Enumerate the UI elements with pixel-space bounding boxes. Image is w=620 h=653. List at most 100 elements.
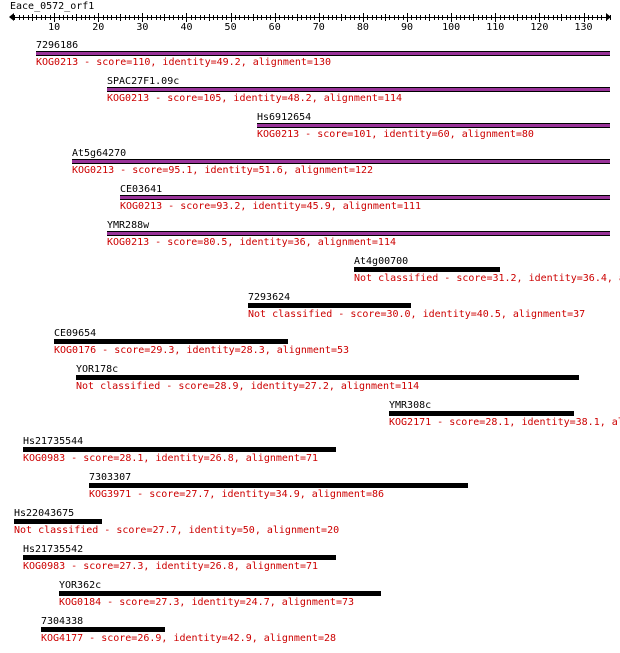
hit-name[interactable]: CE03641 xyxy=(120,184,163,195)
hit-bar[interactable] xyxy=(257,123,610,128)
axis-tick xyxy=(67,15,68,20)
hit-bar[interactable] xyxy=(107,231,610,236)
hit-name[interactable]: YOR178c xyxy=(76,364,119,375)
axis-tick xyxy=(478,15,479,20)
hit-name[interactable]: Hs21735542 xyxy=(23,544,84,555)
axis-tick-label: 10 xyxy=(48,22,61,33)
axis-tick xyxy=(209,14,210,21)
axis-tick xyxy=(469,15,470,20)
hit-name[interactable]: Hs21735544 xyxy=(23,436,84,447)
axis-tick xyxy=(592,15,593,20)
hit-name[interactable]: YOR362c xyxy=(59,580,102,591)
hit-description: Not classified - score=27.7, identity=50… xyxy=(14,525,340,536)
axis-tick xyxy=(473,14,474,21)
axis-tick xyxy=(328,15,329,20)
axis-tick xyxy=(570,15,571,20)
axis-tick xyxy=(226,15,227,20)
hit-description: KOG0213 - score=105, identity=48.2, alig… xyxy=(107,93,403,104)
hit-bar-fill xyxy=(36,52,610,55)
hit-bar[interactable] xyxy=(120,195,610,200)
hit-name[interactable]: YMR288w xyxy=(107,220,150,231)
axis-tick xyxy=(363,13,364,22)
hit-bar[interactable] xyxy=(107,87,610,92)
axis-tick xyxy=(336,15,337,20)
axis-tick-label: 120 xyxy=(530,22,549,33)
hit-bar[interactable] xyxy=(89,483,468,488)
hit-name[interactable]: 7296186 xyxy=(36,40,79,51)
axis-tick xyxy=(566,15,567,20)
hit-name[interactable]: YMR308c xyxy=(389,400,432,411)
hit-bar-fill xyxy=(107,88,610,91)
axis-tick xyxy=(41,15,42,20)
hit-name[interactable]: CE09654 xyxy=(54,328,97,339)
hit-bar[interactable] xyxy=(354,267,500,272)
hit-name[interactable]: Hs22043675 xyxy=(14,508,75,519)
axis-tick xyxy=(32,14,33,21)
axis-tick xyxy=(116,15,117,20)
hit-bar[interactable] xyxy=(59,591,381,596)
hit-name[interactable]: SPAC27F1.09c xyxy=(107,76,180,87)
hit-bar[interactable] xyxy=(389,411,574,416)
axis-tick-label: 130 xyxy=(574,22,593,33)
axis-tick xyxy=(59,15,60,20)
axis-tick xyxy=(173,15,174,20)
axis-tick xyxy=(147,15,148,20)
axis-tick xyxy=(535,15,536,20)
axis-tick xyxy=(191,15,192,20)
axis-tick xyxy=(376,15,377,20)
hit-bar[interactable] xyxy=(54,339,288,344)
hit-bar-fill xyxy=(257,124,610,127)
axis-tick xyxy=(341,14,342,21)
hit-name[interactable]: 7304338 xyxy=(41,616,84,627)
hit-bar[interactable] xyxy=(36,51,610,56)
axis-tick xyxy=(451,13,452,22)
hit-name[interactable]: 7293624 xyxy=(248,292,291,303)
axis-tick xyxy=(420,15,421,20)
axis-tick xyxy=(553,15,554,20)
axis-tick xyxy=(14,15,15,20)
axis-tick xyxy=(509,15,510,20)
axis-tick xyxy=(142,13,143,22)
axis-tick xyxy=(160,15,161,20)
hit-bar[interactable] xyxy=(23,555,336,560)
hit-bar[interactable] xyxy=(14,519,102,524)
hit-description: KOG0983 - score=28.1, identity=26.8, ali… xyxy=(23,453,319,464)
hit-description: KOG0184 - score=27.3, identity=24.7, ali… xyxy=(59,597,355,608)
axis-tick xyxy=(548,15,549,20)
axis-tick xyxy=(500,15,501,20)
axis-tick xyxy=(442,15,443,20)
axis-tick xyxy=(306,15,307,20)
axis-tick xyxy=(270,15,271,20)
axis-tick xyxy=(111,15,112,20)
hit-bar[interactable] xyxy=(72,159,610,164)
hit-description: Not classified - score=31.2, identity=36… xyxy=(354,273,620,284)
axis-tick xyxy=(429,14,430,21)
hit-bar[interactable] xyxy=(248,303,411,308)
hit-description: KOG0213 - score=93.2, identity=45.9, ali… xyxy=(120,201,422,212)
axis-arrow-right xyxy=(606,13,611,21)
axis-tick-label: 80 xyxy=(356,22,369,33)
hit-description: KOG0213 - score=80.5, identity=36, align… xyxy=(107,237,396,248)
axis-tick xyxy=(72,15,73,20)
hit-name[interactable]: Hs6912654 xyxy=(257,112,312,123)
hit-bar[interactable] xyxy=(76,375,579,380)
axis-tick xyxy=(482,15,483,20)
query-title: Eace_0572_orf1 xyxy=(10,1,95,12)
hit-name[interactable]: At4g00700 xyxy=(354,256,409,267)
axis-tick xyxy=(235,15,236,20)
axis-tick xyxy=(200,15,201,20)
axis-tick xyxy=(359,15,360,20)
hit-bar[interactable] xyxy=(41,627,165,632)
axis-tick xyxy=(138,15,139,20)
hit-name[interactable]: At5g64270 xyxy=(72,148,127,159)
hit-name[interactable]: 7303307 xyxy=(89,472,132,483)
hit-bar[interactable] xyxy=(23,447,336,452)
axis-tick xyxy=(275,13,276,22)
axis-tick xyxy=(416,15,417,20)
axis-tick xyxy=(579,15,580,20)
hit-description: Not classified - score=30.0, identity=40… xyxy=(248,309,586,320)
axis-tick xyxy=(584,13,585,22)
axis-tick xyxy=(76,14,77,21)
axis-tick xyxy=(319,13,320,22)
